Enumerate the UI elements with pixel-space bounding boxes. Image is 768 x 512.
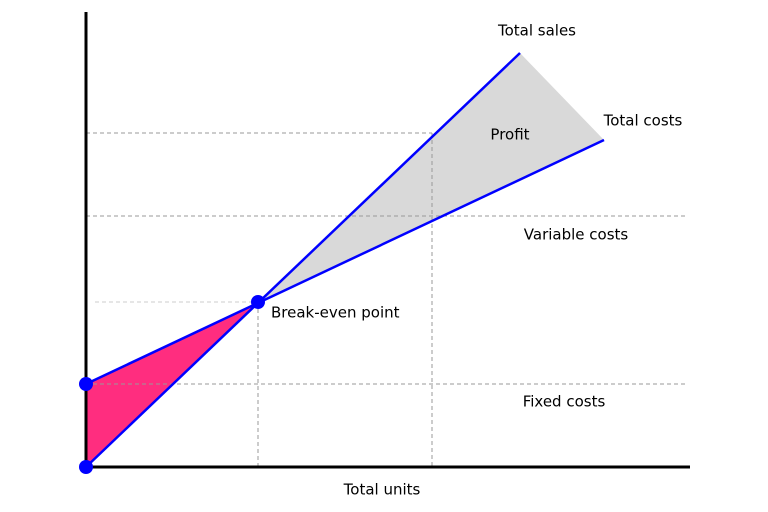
- break-even-point: [251, 295, 265, 309]
- total-sales-line: [85, 52, 521, 468]
- label: Break-even point: [271, 304, 400, 322]
- label: Total sales: [497, 22, 576, 40]
- label: Variable costs: [524, 226, 629, 244]
- fixed-cost-point: [79, 377, 93, 391]
- origin-point: [79, 460, 93, 474]
- label: Total costs: [603, 112, 683, 130]
- label: Fixed costs: [523, 393, 606, 411]
- total-costs-line: [85, 138, 605, 386]
- label: Profit: [490, 126, 529, 144]
- axis-label: Total units: [343, 481, 421, 499]
- profit-area: [258, 53, 604, 302]
